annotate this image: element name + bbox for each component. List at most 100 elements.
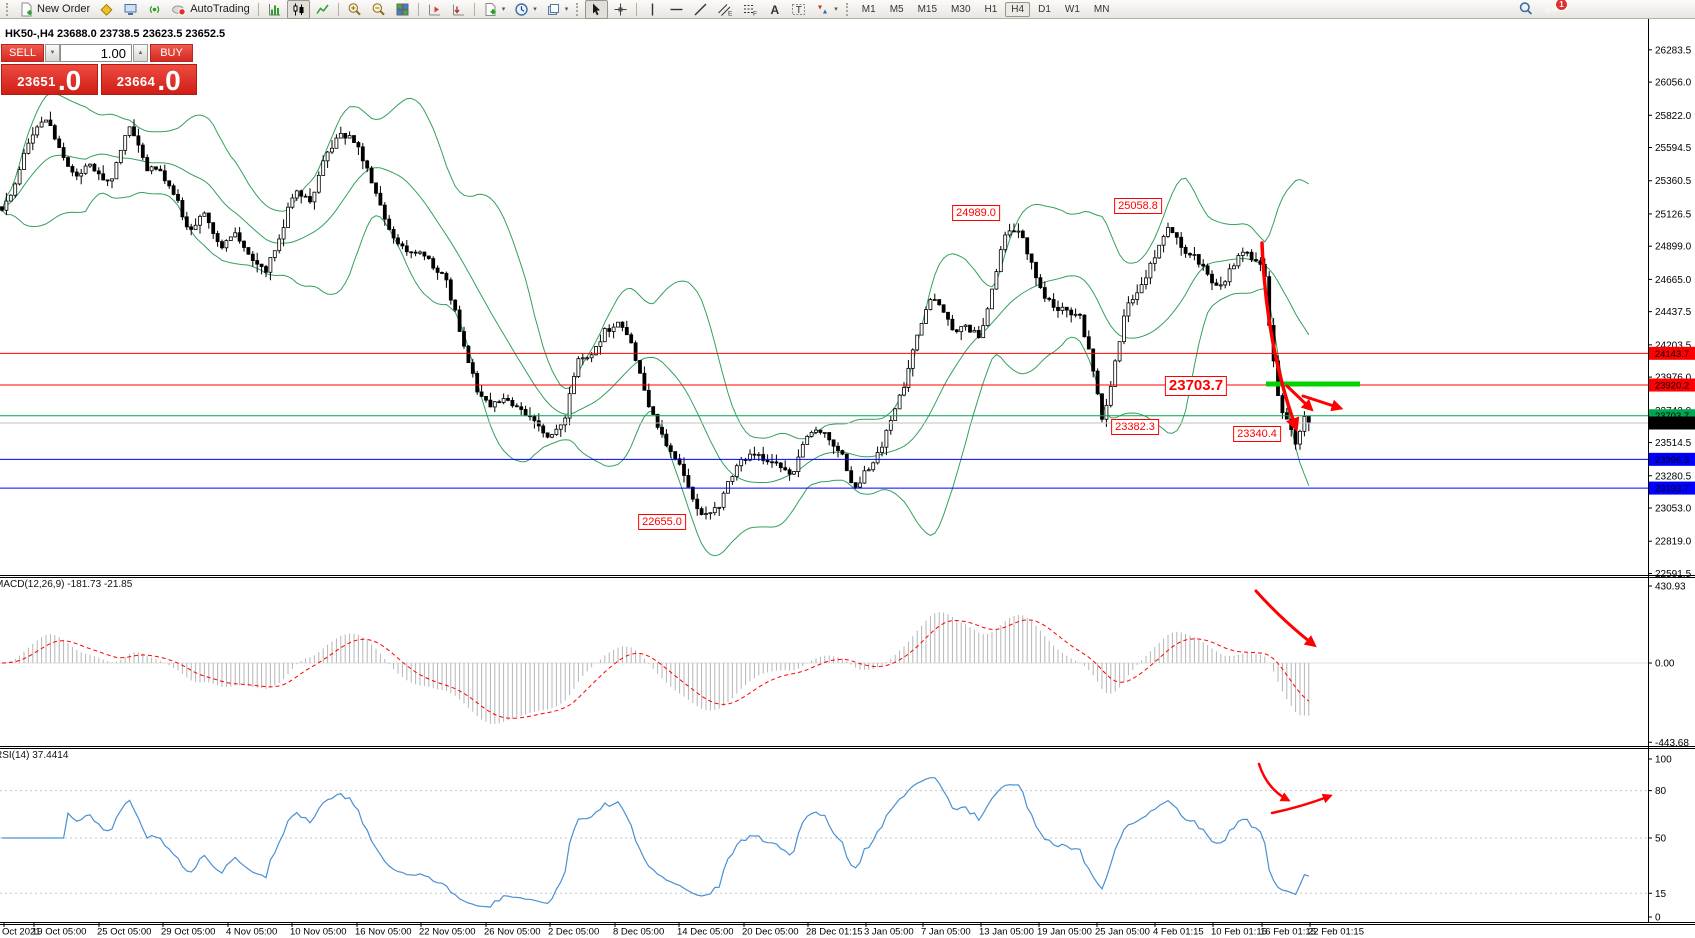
dropdown-arrow-icon: ▾ (834, 6, 838, 13)
volume-input[interactable]: 1.00 (60, 44, 132, 62)
toolbar: New Order AutoTrading ▾ (0, 0, 1695, 19)
text-label-button[interactable]: T (787, 0, 810, 19)
vertical-line-button[interactable] (641, 0, 664, 19)
red-trend-arrow (1270, 793, 1333, 815)
arrows-icon (818, 5, 828, 13)
text-button[interactable]: A (763, 0, 786, 19)
svg-text:26 Nov 05:00: 26 Nov 05:00 (484, 927, 541, 938)
text-icon: A (771, 3, 780, 17)
one-click-trading-panel: SELL ▼ 1.00 ▲ BUY 23651 .0 23664 .0 (1, 44, 197, 95)
svg-text:25 Jan 05:00: 25 Jan 05:00 (1095, 927, 1150, 938)
fibonacci-button[interactable]: F (738, 0, 762, 19)
buy-button[interactable]: BUY (150, 44, 193, 62)
price-annotation: 23340.4 (1233, 426, 1281, 442)
svg-text:3 Jan 05:00: 3 Jan 05:00 (864, 927, 914, 938)
chart-autoscroll-button[interactable] (447, 0, 470, 19)
bar-chart-button[interactable] (263, 0, 286, 19)
toolbar-separator (417, 2, 419, 16)
red-trend-arrow (1301, 394, 1344, 412)
equidistant-channel-button[interactable]: E (713, 0, 737, 19)
rsi-label: RSI(14) 37.4414 (0, 750, 69, 761)
macd-histogram (5, 612, 1310, 724)
svg-text:10 Nov 05:00: 10 Nov 05:00 (290, 927, 347, 938)
trendline-icon (694, 3, 707, 15)
timeframe-mn[interactable]: MN (1093, 3, 1110, 15)
svg-text:0.00: 0.00 (1655, 659, 1675, 670)
chat-icon (1545, 4, 1557, 15)
expert-advisors-button[interactable] (95, 0, 118, 19)
search-icon (1519, 2, 1533, 15)
sell-button[interactable]: SELL (1, 44, 44, 62)
trendline-button[interactable] (689, 0, 712, 19)
expert-advisors-icon (100, 3, 113, 16)
zoom-out-button[interactable] (367, 0, 390, 19)
dropdown-arrow-icon: ▾ (564, 6, 569, 13)
candlestick-chart-icon (293, 3, 304, 15)
volume-increase-button[interactable]: ▲ (133, 44, 148, 62)
new-chart-button[interactable]: ▾ (479, 0, 510, 19)
search-button[interactable] (1514, 0, 1538, 19)
horizontal-line-button[interactable] (665, 0, 688, 19)
bar-chart-icon (268, 3, 280, 15)
sell-price-button[interactable]: 23651 .0 (1, 64, 98, 95)
zoom-in-button[interactable] (343, 0, 366, 19)
buy-price-main: 23664 (116, 74, 156, 89)
line-chart-button[interactable] (311, 0, 334, 19)
timeframe-d1[interactable]: D1 (1038, 3, 1051, 15)
signals-button[interactable] (143, 0, 166, 19)
timeframe-h4[interactable]: H4 (1005, 1, 1031, 17)
timeframe-m30[interactable]: M30 (951, 3, 971, 15)
toolbar-grip[interactable] (6, 2, 11, 16)
new-order-label: New Order (37, 3, 91, 15)
periods-button[interactable]: ▾ (510, 0, 541, 19)
timeframe-m5[interactable]: M5 (889, 3, 904, 15)
chart-shift-button[interactable] (423, 0, 446, 19)
buy-price-button[interactable]: 23664 .0 (100, 64, 197, 95)
autotrading-button[interactable]: AutoTrading (167, 0, 254, 19)
svg-text:23396.3: 23396.3 (1655, 455, 1689, 466)
chart-plot-area[interactable]: 26283.5 26056.0 25822.0 25594.5 25360.5 25126… (0, 19, 1695, 938)
toolbar-grip[interactable] (576, 2, 581, 16)
bollinger-bands (1, 92, 1310, 557)
chart-window: 26283.5 26056.0 25822.0 25594.5 25360.5 25126… (0, 19, 1695, 938)
timeframe-w1[interactable]: W1 (1064, 3, 1080, 15)
chat-button[interactable]: 1 (1539, 0, 1568, 19)
svg-text:10 Feb 01:15: 10 Feb 01:15 (1211, 927, 1267, 938)
svg-text:23976.0: 23976.0 (1655, 373, 1692, 384)
svg-text:80: 80 (1655, 786, 1667, 797)
signals-icon (149, 5, 160, 13)
templates-button[interactable]: ▾ (542, 0, 573, 19)
svg-text:24665.0: 24665.0 (1655, 275, 1692, 286)
notification-badge: 1 (1555, 0, 1568, 11)
svg-text:-443.68: -443.68 (1655, 738, 1689, 749)
svg-text:23193.7: 23193.7 (1655, 484, 1689, 495)
cursor-button[interactable] (585, 0, 609, 19)
timeframe-h1[interactable]: H1 (984, 3, 998, 15)
terminal-button[interactable] (119, 0, 142, 19)
svg-text:A: A (771, 3, 780, 17)
candlestick-chart-button[interactable] (286, 0, 310, 19)
price-annotation: 22655.0 (638, 514, 686, 530)
timeframe-m15[interactable]: M15 (917, 3, 938, 15)
dropdown-arrow-icon: ▾ (501, 6, 506, 13)
macd-label: MACD(12,26,9) -181.73 -21.85 (0, 579, 133, 590)
toolbar-grip[interactable] (845, 2, 851, 16)
timeframe-m1[interactable]: M1 (861, 3, 876, 15)
new-order-button[interactable]: New Order (15, 0, 94, 19)
panel-frame (0, 19, 1695, 925)
cursor-icon (593, 3, 601, 15)
tile-windows-button[interactable] (391, 0, 414, 19)
crosshair-icon (614, 3, 627, 15)
zoom-out-icon (372, 2, 385, 15)
equidistant-channel-icon: E (718, 3, 733, 17)
text-label-icon: T (792, 3, 806, 16)
price-axis-badges: 24143.723920.223703.723652.523396.323193… (1649, 346, 1695, 495)
svg-text:13 Jan 05:00: 13 Jan 05:00 (979, 927, 1034, 938)
arrows-button[interactable]: ▾ (811, 0, 842, 19)
svg-text:23514.5: 23514.5 (1655, 438, 1692, 449)
crosshair-button[interactable] (609, 0, 632, 19)
sell-price-main: 23651 (17, 74, 56, 89)
svg-text:16 Nov 05:00: 16 Nov 05:00 (355, 927, 412, 938)
volume-decrease-button[interactable]: ▼ (45, 44, 60, 62)
